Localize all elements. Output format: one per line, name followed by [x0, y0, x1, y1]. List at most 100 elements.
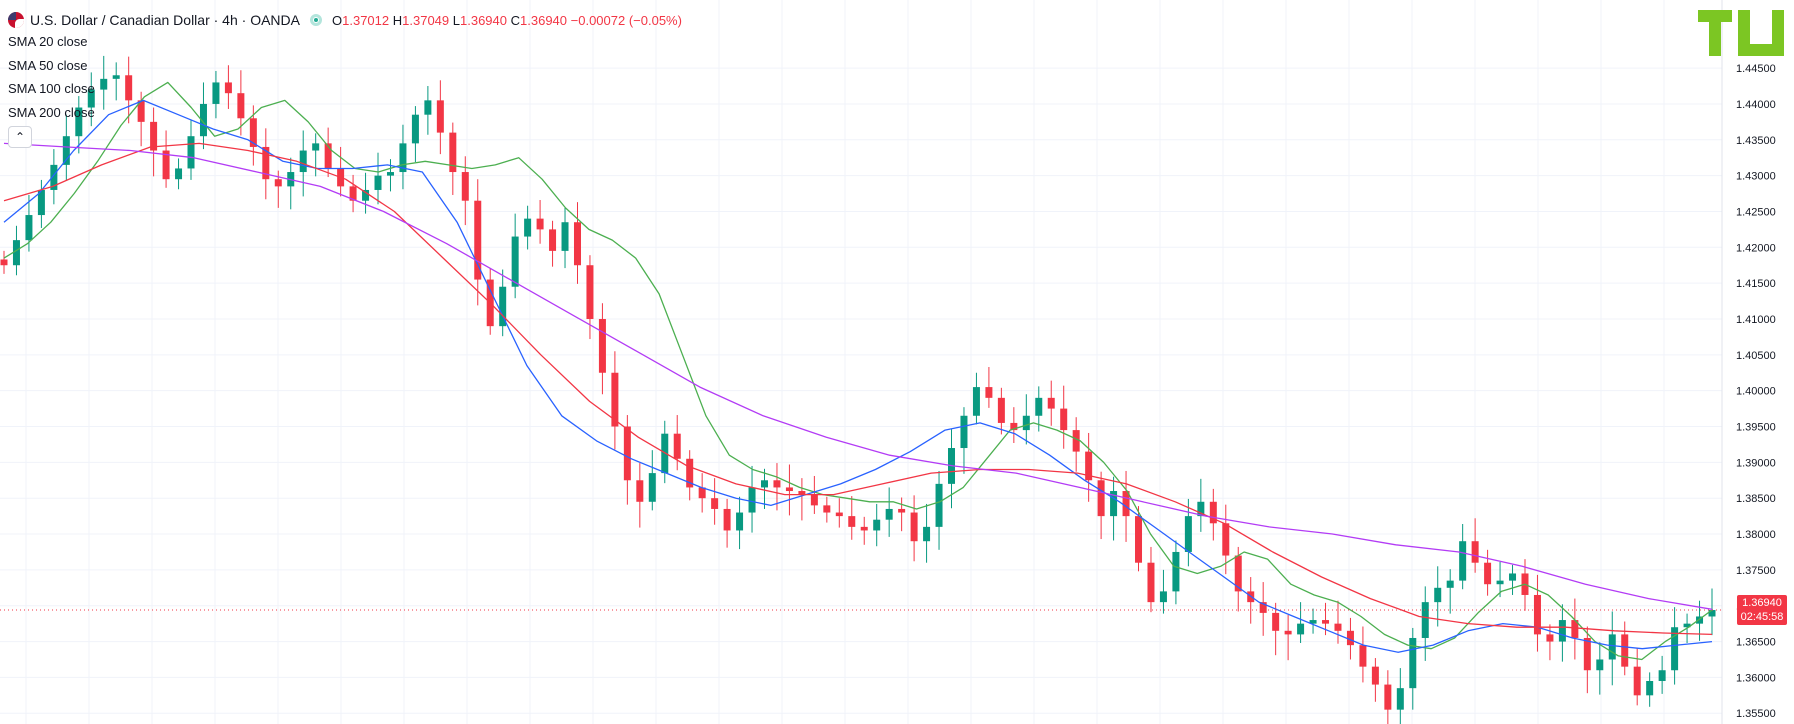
y-axis-tick-label: 1.41500 [1736, 278, 1776, 290]
symbol-header[interactable]: U.S. Dollar / Canadian Dollar · 4h · OAN… [8, 10, 682, 30]
candle-body [62, 136, 70, 165]
candle-body [686, 458, 694, 488]
market-status-icon[interactable] [310, 14, 322, 26]
candle-body [1571, 620, 1579, 638]
y-axis-tick-label: 1.43000 [1736, 171, 1776, 183]
candle-body [1546, 634, 1554, 642]
candle-body [1147, 562, 1155, 603]
y-axis-tick-label: 1.38500 [1736, 493, 1776, 505]
candle-body [711, 498, 719, 509]
candle-body [536, 218, 544, 230]
candle-body [1671, 627, 1679, 671]
candle-body [137, 100, 145, 122]
candle-body [1484, 562, 1492, 585]
candle-body [262, 146, 270, 180]
candle-body [586, 265, 594, 319]
candle-body [524, 218, 532, 237]
indicator-sma-100[interactable]: SMA 100 close [8, 81, 95, 96]
sma-50-line [3, 99, 1713, 653]
candle-body [162, 150, 170, 180]
y-axis-tick-label: 1.35500 [1736, 708, 1776, 720]
candle-body [1371, 666, 1379, 685]
y-axis-tick-label: 1.40500 [1736, 350, 1776, 362]
candle-body [810, 494, 818, 506]
candle-body [1322, 620, 1330, 624]
candle-body [1384, 684, 1392, 710]
candle-body [374, 175, 382, 190]
last-price-tag: 1.36940 02:45:58 [1737, 595, 1787, 626]
chart-legend: U.S. Dollar / Canadian Dollar · 4h · OAN… [8, 10, 682, 148]
candle-body [611, 372, 619, 427]
candle-body [1359, 645, 1367, 667]
candle-body [785, 487, 793, 492]
candle-body [424, 100, 432, 115]
candle-body [499, 286, 507, 327]
candle-body [698, 487, 706, 499]
candle-body [474, 200, 482, 280]
candle-body [199, 103, 207, 137]
candle-body [461, 172, 469, 201]
candle-body [150, 121, 158, 151]
y-axis-tick-label: 1.44000 [1736, 99, 1776, 111]
candle-body [1035, 397, 1043, 416]
y-axis-tick-label: 1.36500 [1736, 637, 1776, 649]
candle-body [1658, 670, 1666, 681]
y-axis-tick-label: 1.41000 [1736, 314, 1776, 326]
candle-body [349, 186, 357, 201]
y-axis-tick-label: 1.44500 [1736, 63, 1776, 75]
candle-body [511, 236, 519, 287]
candle-body [411, 114, 419, 144]
candle-body [1459, 541, 1467, 581]
y-axis-tick-label: 1.42500 [1736, 206, 1776, 218]
candle-body [112, 75, 120, 79]
candle-body [623, 426, 631, 481]
candle-body [1097, 480, 1105, 517]
candle-body [1471, 541, 1479, 563]
candle-body [362, 189, 370, 201]
candle-body [399, 143, 407, 173]
candle-body [972, 387, 980, 416]
candle-body [760, 480, 768, 488]
last-price-label: 1.36940 [1742, 597, 1782, 610]
candle-body [37, 189, 45, 216]
candle-body [224, 82, 232, 94]
candle-body [212, 82, 220, 104]
candle-body [1583, 637, 1591, 671]
candle-body [648, 473, 656, 502]
candle-body [1558, 620, 1566, 642]
indicator-sma-20[interactable]: SMA 20 close [8, 34, 88, 49]
candle-body [386, 172, 394, 176]
candle-body [935, 483, 943, 527]
candle-body [87, 89, 95, 108]
indicator-sma-50[interactable]: SMA 50 close [8, 57, 88, 73]
y-axis-tick-label: 1.40000 [1736, 386, 1776, 398]
candle-body [549, 229, 557, 251]
indicator-sma-200[interactable]: SMA 200 close [8, 104, 95, 120]
usd-cad-flag-icon [8, 12, 24, 28]
tu-logo: TU [1698, 10, 1784, 56]
candle-body [1022, 415, 1030, 431]
candle-body [175, 168, 183, 180]
candle-body [823, 505, 831, 513]
candle-body [125, 75, 133, 101]
symbol-title: U.S. Dollar / Canadian Dollar · 4h · OAN… [30, 12, 300, 28]
candle-body [723, 508, 731, 531]
collapse-legend-button[interactable]: ⌃ [8, 126, 32, 148]
y-axis-tick-label: 1.38000 [1736, 529, 1776, 541]
candle-body [848, 516, 856, 527]
candle-body [885, 508, 893, 520]
candle-body [1272, 612, 1280, 631]
y-axis-tick-label: 1.42000 [1736, 242, 1776, 254]
candle-body [75, 107, 83, 137]
candle-body [1496, 580, 1504, 585]
candle-body [1309, 620, 1317, 624]
sma-200-line [3, 142, 1713, 610]
candle-body [773, 480, 781, 488]
candle-body [573, 222, 581, 266]
candle-body [1110, 491, 1118, 517]
candle-body [1135, 516, 1143, 563]
candle-body [0, 259, 8, 266]
bar-countdown-label: 02:45:58 [1740, 611, 1784, 624]
candle-body [873, 519, 881, 531]
